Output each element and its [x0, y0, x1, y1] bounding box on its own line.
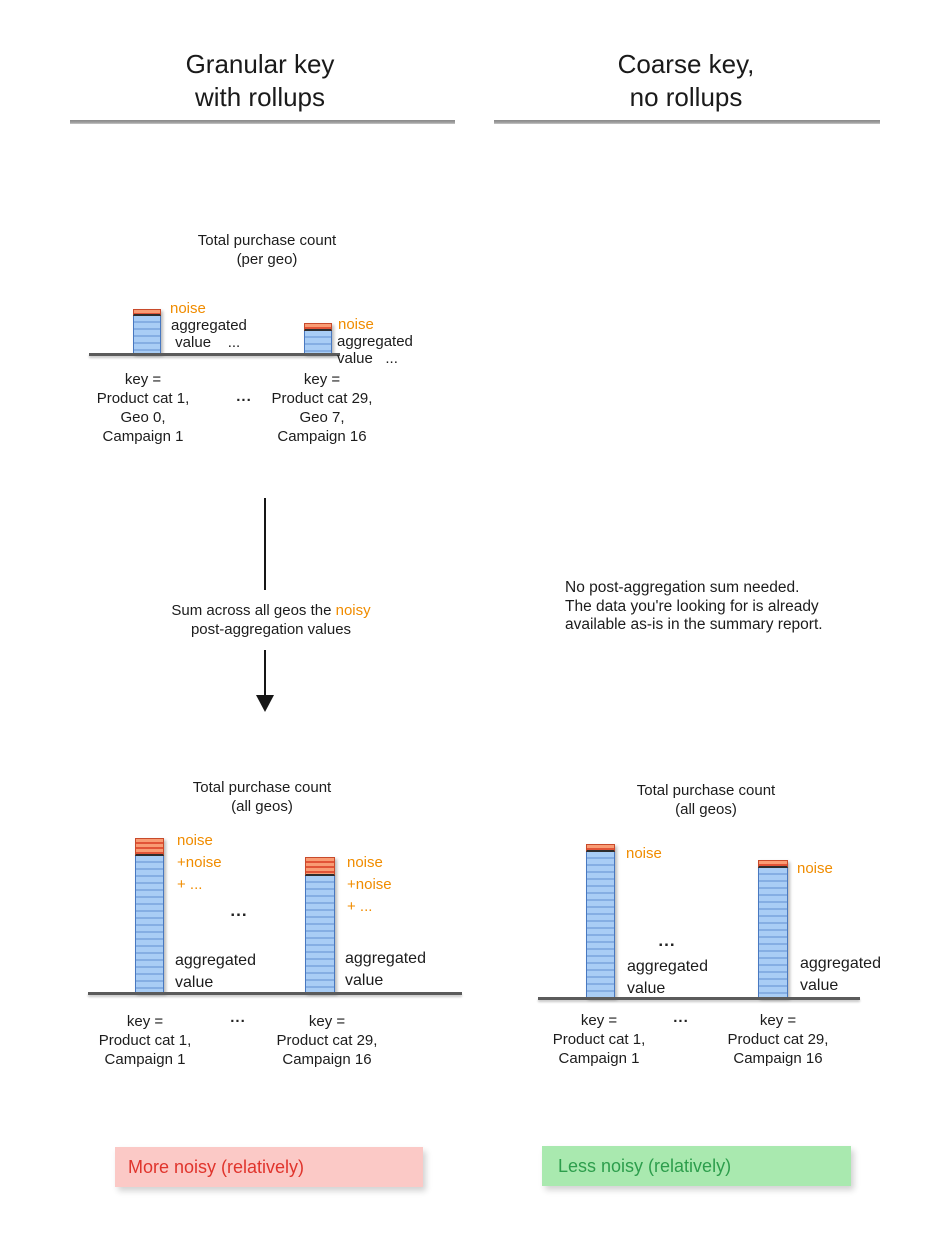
per-geo-bar-2	[304, 323, 332, 354]
aggregated-value-segment	[758, 868, 788, 998]
header-divider-left	[70, 120, 455, 124]
less-noisy-badge-label: Less noisy (relatively)	[558, 1155, 732, 1176]
all-geos-right-bar-2	[758, 860, 788, 998]
sum-note-noisy-highlight: noisy	[335, 602, 371, 619]
all-geos-right-axis	[538, 997, 860, 1000]
less-noisy-badge: Less noisy (relatively)	[542, 1146, 851, 1186]
aggregated-value-segment	[135, 856, 164, 993]
noise-cap	[135, 838, 164, 856]
all-geos-left-key-1: key = Product cat 1, Campaign 1	[98, 1013, 192, 1068]
noise-cap	[758, 860, 788, 868]
sum-note-line-1: Sum across all geos the noisy	[121, 601, 421, 620]
aggregated-value-segment	[586, 852, 615, 998]
all-geos-left-keys-ellipsis: ...	[230, 1009, 246, 1026]
all-geos-left-bar-2	[305, 857, 335, 993]
all-geos-right-bars-ellipsis: ...	[658, 931, 676, 950]
per-geo-key-1: key = Product cat 1, Geo 0, Campaign 1	[96, 371, 190, 445]
all-geos-left-bar-1-value-label: aggregated value	[175, 952, 256, 991]
coarse-key-note: No post-aggregation sum needed. The data…	[565, 579, 823, 633]
more-noisy-badge: More noisy (relatively)	[115, 1147, 423, 1187]
sum-note-line-2: post-aggregation values	[190, 621, 352, 638]
sum-arrow-line-bottom	[264, 650, 266, 695]
all-geos-left-chart-title: Total purchase count (all geos)	[192, 779, 332, 815]
all-geos-right-key-1: key = Product cat 1, Campaign 1	[552, 1012, 646, 1067]
sum-arrow-line-top	[264, 498, 266, 590]
all-geos-right-bar-1	[586, 844, 615, 998]
header-divider-right	[494, 120, 880, 124]
all-geos-left-key-2: key = Product cat 29, Campaign 16	[276, 1013, 378, 1068]
per-geo-bar-1-noise-label: noise	[170, 300, 206, 317]
all-geos-left-bar-2-value-label: aggregated value	[345, 950, 426, 989]
all-geos-left-bar-1	[135, 838, 164, 993]
per-geo-chart-title: Total purchase count (per geo)	[197, 232, 337, 268]
header-coarse-key: Coarse key, no rollups	[617, 49, 755, 112]
aggregated-value-segment	[304, 331, 332, 354]
per-geo-bar-1	[133, 309, 161, 354]
aggregated-value-segment	[133, 316, 161, 354]
noise-cap	[305, 857, 335, 876]
all-geos-right-bar-1-noise-label: noise	[626, 845, 662, 862]
per-geo-keys-ellipsis: ...	[236, 388, 252, 405]
aggregated-value-segment	[305, 876, 335, 993]
all-geos-right-bar-2-value-label: aggregated value	[800, 955, 881, 994]
per-geo-bar-1-value-label: aggregated value ...	[171, 317, 247, 351]
per-geo-axis	[89, 353, 340, 356]
sum-arrow-head-icon	[256, 695, 274, 712]
per-geo-bar-2-value-label: aggregated value ...	[337, 333, 413, 367]
all-geos-right-key-2: key = Product cat 29, Campaign 16	[727, 1012, 829, 1067]
noise-cap	[133, 309, 161, 316]
all-geos-left-axis	[88, 992, 462, 995]
all-geos-left-bar-1-noise-label: noise +noise + ...	[177, 832, 222, 893]
all-geos-right-bar-1-value-label: aggregated value	[627, 958, 708, 997]
per-geo-key-2: key = Product cat 29, Geo 7, Campaign 16	[271, 371, 373, 445]
header-granular-key: Granular key with rollups	[185, 49, 335, 112]
sum-note-text: Sum across all geos the	[171, 602, 336, 619]
all-geos-right-bar-2-noise-label: noise	[797, 860, 833, 877]
all-geos-left-bars-ellipsis: ...	[230, 901, 248, 920]
all-geos-right-keys-ellipsis: ...	[673, 1009, 689, 1026]
noise-cap	[304, 323, 332, 331]
all-geos-right-chart-title: Total purchase count (all geos)	[636, 782, 776, 818]
per-geo-bar-2-noise-label: noise	[338, 316, 374, 333]
sum-across-geos-note: Sum across all geos the noisy post-aggre…	[121, 601, 421, 639]
all-geos-left-bar-2-noise-label: noise +noise + ...	[347, 854, 392, 915]
noise-cap	[586, 844, 615, 852]
more-noisy-badge-label: More noisy (relatively)	[128, 1156, 305, 1177]
